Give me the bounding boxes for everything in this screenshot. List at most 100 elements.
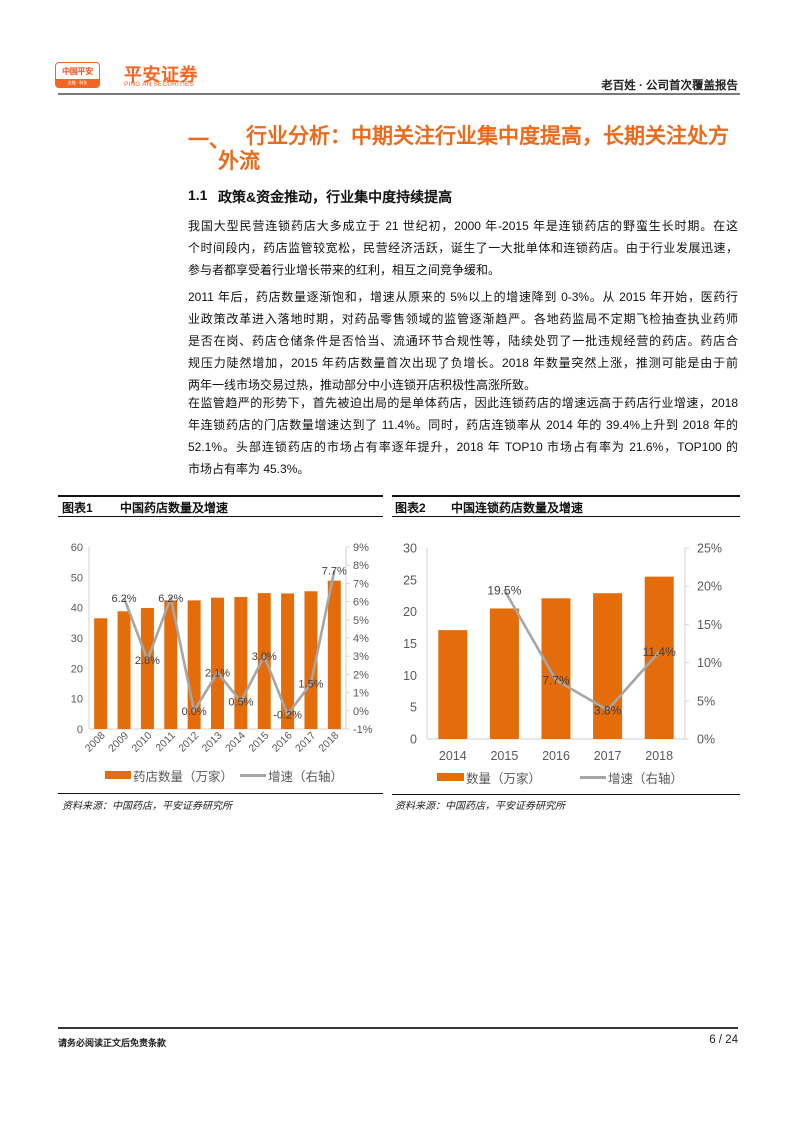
data-label: 7.7% (322, 566, 347, 578)
figure-2-title-rule (392, 516, 740, 518)
x-axis-label: 2009 (106, 730, 131, 755)
bar-2018 (644, 576, 674, 739)
right-axis-tick: 5% (353, 615, 369, 627)
left-axis-tick: 40 (71, 603, 83, 615)
left-axis-tick: 20 (403, 605, 417, 619)
section-title-line-2: 外流 (218, 150, 260, 173)
logo-tagline: 金融 · 科技 (56, 79, 99, 87)
right-axis-tick: 9% (353, 542, 369, 554)
figure-1-title: 中国药店数量及增速 (120, 501, 229, 515)
x-axis-label: 2008 (83, 730, 108, 755)
bar-2008 (94, 618, 108, 729)
paragraph-3: 在监管趋严的形势下，首先被迫出局的是单体药店，因此连锁药店的增速远高于药店行业增… (188, 392, 738, 480)
left-axis-tick: 0 (410, 733, 417, 747)
data-label: 6.2% (112, 593, 137, 605)
left-axis-tick: 60 (71, 542, 83, 554)
left-axis-tick: 10 (71, 694, 83, 706)
footer-disclaimer: 请务必阅读正文后免责条款 (58, 1038, 167, 1048)
x-axis-label: 2014 (439, 749, 467, 763)
data-label: 1.5% (298, 678, 323, 690)
bar-2016 (281, 593, 295, 729)
bar-2018 (327, 580, 341, 729)
left-axis-tick: 0 (77, 724, 83, 736)
paragraph-2: 2011 年后，药店数量逐渐饱和，增速从原来的 5%以上的增速降到 0-3%。从… (188, 286, 738, 396)
legend-line-swatch (240, 774, 266, 777)
data-label: 2.1% (205, 668, 230, 680)
bar-2014 (234, 597, 248, 729)
bar-2017 (593, 593, 623, 739)
x-axis-label: 2017 (293, 730, 318, 755)
right-axis-tick: 3% (353, 651, 369, 663)
bar-2014 (438, 630, 468, 739)
subsection-number: 1.1 (188, 187, 208, 203)
right-axis-tick: 7% (353, 578, 369, 590)
x-axis-label: 2018 (316, 730, 341, 755)
figure-1-chart: 0 10 20 30 40 50 60 -1% 0% 1% 2% 3% 4% 5% 6% 7% 8% 9% 6.2%… (71, 542, 373, 755)
x-axis-label: 2016 (270, 730, 295, 755)
left-axis-tick: 30 (403, 542, 417, 556)
data-label: 0.0% (182, 706, 207, 718)
left-axis-tick: 25 (403, 573, 417, 587)
data-label: 7.7% (542, 673, 570, 687)
right-axis-tick: -1% (353, 724, 373, 736)
paragraph-line: 是否在岗、药店仓储条件是否恰当、流通环节合规性等，陆续处罚了一批违规经营的药店。… (188, 334, 738, 348)
x-axis-label: 2012 (176, 730, 201, 755)
figure-2-title: 中国连锁药店数量及增速 (451, 501, 584, 515)
data-label: 11.4% (643, 645, 676, 659)
left-axis-tick: 50 (71, 572, 83, 584)
paragraph-line: 参与者都享受着行业增长带来的红利，相互之间竞争缓和。 (188, 263, 501, 277)
x-axis-label: 2010 (130, 730, 155, 755)
right-axis-tick: 0% (697, 733, 715, 747)
data-label: 0.5% (228, 697, 253, 709)
growth-line (503, 589, 661, 712)
legend-bar-label: 药店数量（万家） (133, 769, 234, 784)
data-label: -0.2% (273, 709, 302, 721)
x-axis-label: 2016 (542, 749, 570, 763)
figure-2-source: 资料来源：中国药店，平安证券研究所 (395, 801, 565, 812)
figure-1-source: 资料来源：中国药店，平安证券研究所 (62, 801, 232, 812)
figure-2-source-rule (392, 794, 740, 796)
figure-1-source-rule (58, 793, 383, 795)
report-title: 老百姓 · 公司首次覆盖报告 (601, 80, 738, 92)
bar-2015 (489, 608, 519, 739)
figure-1-label: 图表1 (62, 501, 93, 515)
bar-2017 (304, 591, 318, 729)
paragraph-line: 市场占有率为 45.3%。 (188, 462, 310, 476)
figure-1-title-rule (58, 516, 383, 518)
bar-2010 (140, 607, 154, 729)
legend-bar-label: 数量（万家） (466, 771, 542, 786)
bar-2009 (117, 611, 131, 729)
paragraph-line: 个时间段内，药店监管较宽松，民营经济活跃，诞生了一大批单体和连锁药店。由于行业发… (188, 241, 738, 255)
left-axis-tick: 15 (403, 637, 417, 651)
figure-2-top-rule (392, 495, 740, 497)
x-axis-label: 2017 (594, 749, 622, 763)
right-axis-tick: 2% (353, 669, 369, 681)
x-axis-label: 2015 (246, 730, 271, 755)
bar-2013 (211, 597, 224, 729)
bar-2016 (541, 598, 571, 739)
right-axis-tick: 15% (697, 618, 722, 632)
paragraph-line: 52.1%。头部连锁药店的市场占有率逐年提升，2018 年 TOP10 市场占有… (188, 440, 738, 454)
paragraph-line: 2011 年后，药店数量逐渐饱和，增速从原来的 5%以上的增速降到 0-3%。从… (188, 290, 738, 304)
brand-name-cn: 平安证券 (124, 65, 198, 85)
footer-divider (58, 1027, 738, 1029)
ping-an-group-logo: 中国平安 金融 · 科技 (55, 62, 100, 88)
paragraph-line: 在监管趋严的形势下，首先被迫出局的是单体药店，因此连锁药店的增速远高于药店行业增… (188, 396, 738, 410)
x-axis-label: 2011 (153, 730, 178, 755)
bar-2015 (257, 593, 271, 729)
right-axis-tick: 20% (697, 580, 722, 594)
paragraph-line: 规压力陡然增加，2015 年药店数量首次出现了负增长。2018 年数量突然上涨，… (188, 356, 738, 370)
left-axis-tick: 5 (410, 701, 417, 715)
left-axis-tick: 20 (71, 663, 83, 675)
data-label: 3.0% (252, 651, 277, 663)
x-axis-label: 2014 (223, 730, 248, 755)
figure-2-chart: 0 5 10 15 20 25 30 0% 5% 10% 15% 20% 25% 19.5% 7.7% 3.8… (403, 542, 722, 764)
subsection-title: 政策&资金推动，行业集中度持续提高 (218, 189, 453, 205)
left-axis-tick: 10 (403, 669, 417, 683)
section-title-line-1: 行业分析：中期关注行业集中度提高，长期关注处方 (246, 125, 729, 148)
legend-bar-swatch (437, 773, 464, 781)
legend-line-label: 增速（右轴） (268, 769, 344, 784)
section-number: 一、 (188, 129, 230, 152)
logo-group-text: 中国平安 (62, 67, 93, 76)
right-axis-tick: 10% (697, 656, 722, 670)
